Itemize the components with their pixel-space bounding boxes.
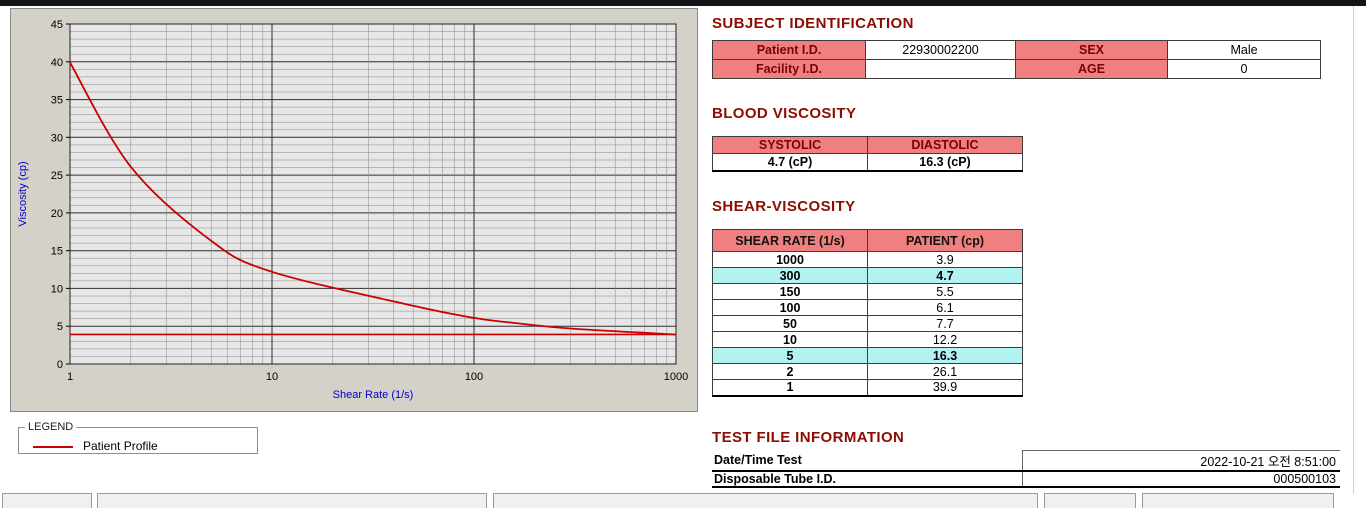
shear-rate-cell: 100 — [712, 299, 868, 316]
bottom-partial-button-5[interactable] — [1142, 493, 1334, 508]
shear-row: 1 39.9 — [712, 379, 1023, 397]
shear-row: 5 16.3 — [712, 347, 1023, 364]
shear-rate-cell: 50 — [712, 315, 868, 332]
systolic-value: 4.7 (cP) — [712, 153, 868, 172]
svg-text:10: 10 — [266, 371, 278, 383]
subject-identification-title: SUBJECT IDENTIFICATION — [712, 15, 914, 32]
age-label: AGE — [1015, 59, 1168, 79]
shear-rate-cell: 2 — [712, 363, 868, 380]
patient-value-cell: 12.2 — [867, 331, 1023, 348]
test-file-row: Date/Time Test 2022-10-21 오전 8:51:00 — [712, 450, 1340, 472]
test-file-row: Disposable Tube I.D. 000500103 — [712, 471, 1340, 488]
shear-row: 150 5.5 — [712, 283, 1023, 300]
svg-text:0: 0 — [57, 359, 63, 371]
shear-row: 1000 3.9 — [712, 251, 1023, 268]
facility-id-value — [865, 59, 1016, 79]
patient-cp-header: PATIENT (cp) — [867, 229, 1023, 252]
bottom-partial-button-3[interactable] — [493, 493, 1038, 508]
patient-value-cell: 6.1 — [867, 299, 1023, 316]
shear-viscosity-title: SHEAR-VISCOSITY — [712, 198, 856, 215]
svg-text:25: 25 — [51, 170, 63, 182]
svg-text:5: 5 — [57, 321, 63, 333]
bottom-partial-button-1[interactable] — [2, 493, 92, 508]
svg-text:15: 15 — [51, 246, 63, 258]
shear-row: 300 4.7 — [712, 267, 1023, 284]
shear-rate-cell: 300 — [712, 267, 868, 284]
shear-rate-cell: 1 — [712, 379, 868, 397]
svg-text:Viscosity (cp): Viscosity (cp) — [17, 161, 29, 226]
diastolic-value: 16.3 (cP) — [867, 153, 1023, 172]
patient-value-cell: 4.7 — [867, 267, 1023, 284]
disposable-tube-id-value: 000500103 — [1021, 471, 1340, 488]
svg-text:1000: 1000 — [664, 371, 688, 383]
legend-series-label: Patient Profile — [83, 439, 158, 453]
svg-text:35: 35 — [51, 95, 63, 107]
shear-row: 50 7.7 — [712, 315, 1023, 332]
facility-id-label: Facility I.D. — [712, 59, 866, 79]
patient-id-label: Patient I.D. — [712, 40, 866, 60]
systolic-header: SYSTOLIC — [712, 136, 868, 154]
patient-value-cell: 39.9 — [867, 379, 1023, 397]
patient-value-cell: 5.5 — [867, 283, 1023, 300]
shear-header-row: SHEAR RATE (1/s) PATIENT (cp) — [712, 229, 1023, 252]
bottom-partial-button-2[interactable] — [97, 493, 487, 508]
patient-value-cell: 7.7 — [867, 315, 1023, 332]
viscosity-chart-panel: 1 10 100 1000 0 5 10 15 20 25 30 35 40 45 Shear Rate (… — [10, 8, 698, 412]
shear-rate-header: SHEAR RATE (1/s) — [712, 229, 868, 252]
shear-rate-cell: 5 — [712, 347, 868, 364]
blood-viscosity-table: SYSTOLIC DIASTOLIC 4.7 (cP) 16.3 (cP) — [712, 136, 1023, 172]
svg-text:20: 20 — [51, 208, 63, 220]
shear-viscosity-table: SHEAR RATE (1/s) PATIENT (cp) 1000 3.9 3… — [712, 229, 1023, 397]
blood-value-row: 4.7 (cP) 16.3 (cP) — [712, 153, 1023, 172]
svg-text:Shear Rate (1/s): Shear Rate (1/s) — [333, 389, 414, 401]
date-time-test-label: Date/Time Test — [712, 450, 1022, 472]
date-time-test-value: 2022-10-21 오전 8:51:00 — [1021, 450, 1340, 472]
svg-text:100: 100 — [465, 371, 483, 383]
patient-value-cell: 16.3 — [867, 347, 1023, 364]
patient-value-cell: 26.1 — [867, 363, 1023, 380]
legend-box-title: LEGEND — [28, 421, 74, 433]
legend-box: LEGEND Patient Profile — [18, 421, 258, 454]
shear-viscosity-chart: 1 10 100 1000 0 5 10 15 20 25 30 35 40 45 Shear Rate (… — [17, 19, 688, 401]
age-value: 0 — [1167, 59, 1321, 79]
disposable-tube-id-label: Disposable Tube I.D. — [712, 471, 1022, 488]
svg-text:1: 1 — [67, 371, 73, 383]
svg-text:10: 10 — [51, 283, 63, 295]
shear-rate-cell: 1000 — [712, 251, 868, 268]
shear-row: 2 26.1 — [712, 363, 1023, 380]
subject-row: Facility I.D. AGE 0 — [712, 59, 1321, 79]
sex-label: SEX — [1015, 40, 1168, 60]
window-top-edge — [0, 0, 1366, 6]
right-panel-divider — [1353, 6, 1354, 494]
shear-row: 100 6.1 — [712, 299, 1023, 316]
subject-row: Patient I.D. 22930002200 SEX Male — [712, 40, 1321, 60]
subject-identification-table: Patient I.D. 22930002200 SEX Male Facili… — [712, 40, 1321, 79]
svg-text:40: 40 — [51, 57, 63, 69]
svg-text:30: 30 — [51, 132, 63, 144]
blood-viscosity-title: BLOOD VISCOSITY — [712, 105, 857, 122]
test-file-information-table: Date/Time Test 2022-10-21 오전 8:51:00 Dis… — [712, 450, 1340, 488]
shear-rate-cell: 150 — [712, 283, 868, 300]
shear-row: 10 12.2 — [712, 331, 1023, 348]
test-file-information-title: TEST FILE INFORMATION — [712, 429, 905, 446]
sex-value: Male — [1167, 40, 1321, 60]
diastolic-header: DIASTOLIC — [867, 136, 1023, 154]
bottom-partial-button-4[interactable] — [1044, 493, 1136, 508]
svg-text:45: 45 — [51, 19, 63, 31]
shear-rate-cell: 10 — [712, 331, 868, 348]
blood-header-row: SYSTOLIC DIASTOLIC — [712, 136, 1023, 154]
patient-profile-line-sample — [33, 446, 73, 448]
patient-id-value: 22930002200 — [865, 40, 1016, 60]
patient-value-cell: 3.9 — [867, 251, 1023, 268]
